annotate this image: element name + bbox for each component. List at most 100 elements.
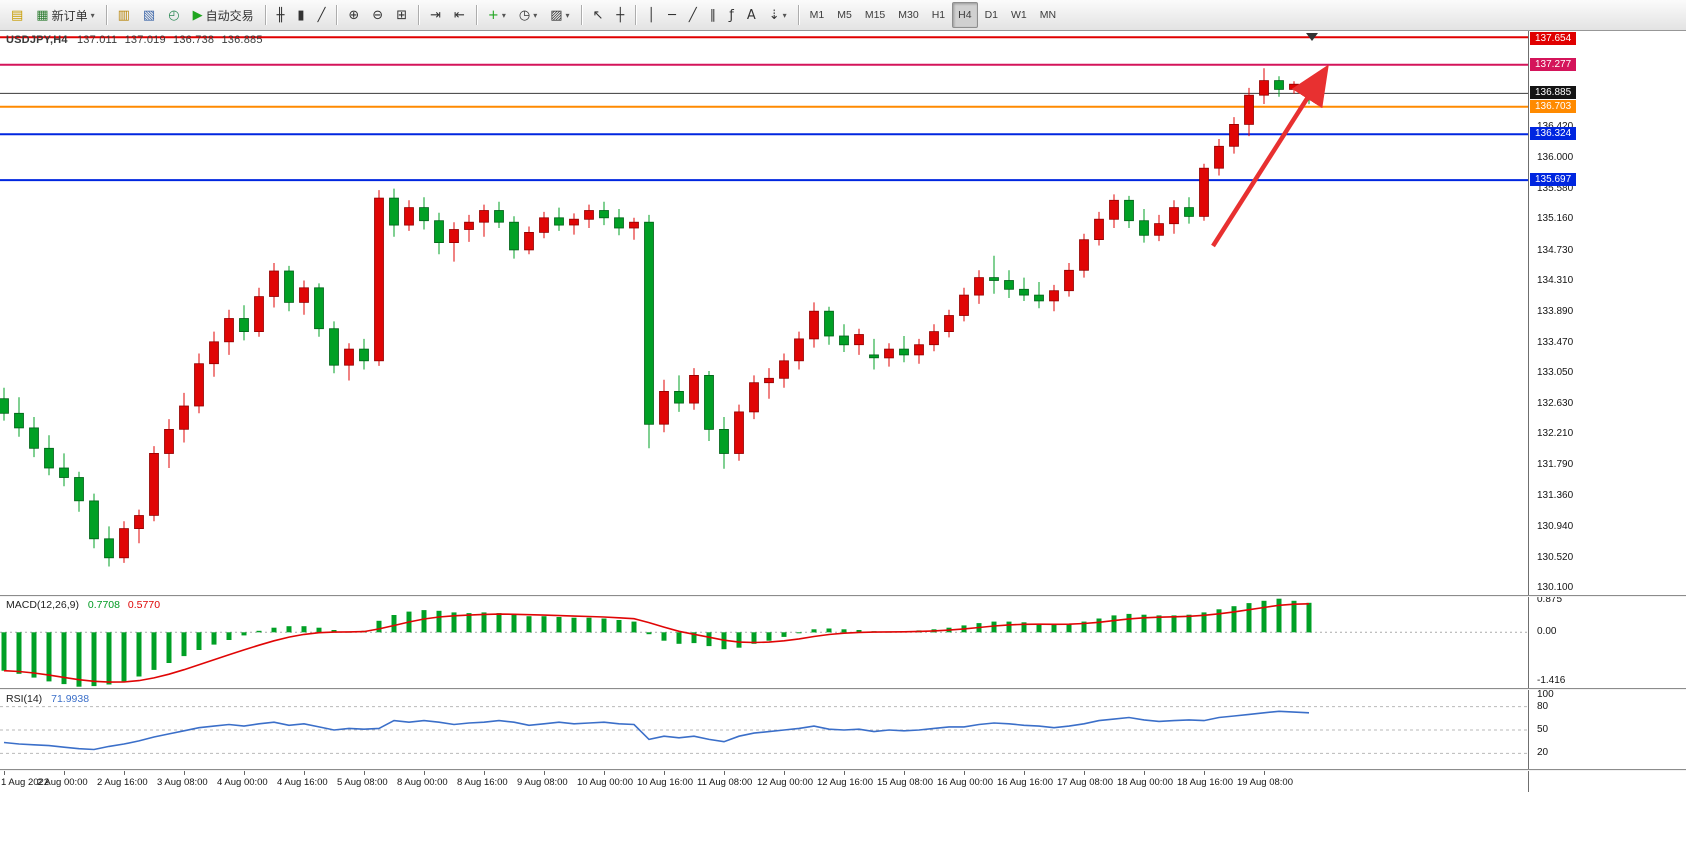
cursor-icon: ↖ xyxy=(592,7,604,23)
candle-body xyxy=(509,221,519,251)
price-axis-label: 131.790 xyxy=(1537,459,1574,471)
rsi-panel-separator[interactable] xyxy=(0,688,1686,689)
price-tag-137.277: 137.277 xyxy=(1530,57,1577,71)
zoom-in-icon: ⊕ xyxy=(348,7,360,23)
candle-body xyxy=(239,318,249,333)
templates-button[interactable]: ▨ ▾ xyxy=(544,2,575,28)
toolbar-separator xyxy=(635,5,637,25)
auto-scroll-button[interactable]: ⇥ xyxy=(424,2,447,28)
fibonacci-button[interactable]: ƒ xyxy=(723,2,740,28)
candle-body xyxy=(1004,280,1014,290)
ohlc-close: 136.885 xyxy=(221,34,263,46)
candle-body xyxy=(164,428,174,454)
bar-chart-button[interactable]: ╫ xyxy=(271,2,291,28)
auto-scroll-icon: ⇥ xyxy=(430,7,442,23)
chevron-down-icon: ▾ xyxy=(533,10,538,20)
macd-panel-separator[interactable] xyxy=(0,595,1686,596)
new-order-button[interactable]: ▦ 新订单 ▾ xyxy=(30,2,100,28)
macd-histogram-bar xyxy=(136,632,142,677)
vertical-line-icon: │ xyxy=(647,7,656,23)
chart-shift-marker[interactable] xyxy=(1306,33,1318,41)
candlestick-icon: ▮ xyxy=(297,7,305,23)
tf-mn-button-label: MN xyxy=(1039,9,1057,21)
candle-body xyxy=(779,360,789,379)
zoom-in-button[interactable]: ⊕ xyxy=(342,2,365,28)
periods-icon: ◷ xyxy=(518,7,531,23)
channel-button[interactable]: ∥ xyxy=(704,2,723,28)
price-tag-135.697: 135.697 xyxy=(1530,173,1577,187)
time-axis[interactable]: 1 Aug 2022 2 Aug 00:00 2 Aug 16:00 3 Aug 08… xyxy=(0,771,1686,797)
indicators-icon: + xyxy=(487,7,499,23)
market-watch-button[interactable]: ▥ xyxy=(112,2,136,28)
time-label: 15 Aug 08:00 xyxy=(877,777,933,788)
macd-histogram-bar xyxy=(16,632,22,674)
vertical-line-button[interactable]: │ xyxy=(641,2,661,28)
tf-mn-button[interactable]: MN xyxy=(1034,2,1062,28)
price-tag-136.324: 136.324 xyxy=(1530,127,1577,141)
macd-histogram-bar xyxy=(646,632,652,635)
toolbar-separator xyxy=(580,5,582,25)
horizontal-line-button[interactable]: ─ xyxy=(662,2,682,28)
candle-body xyxy=(119,528,129,559)
macd-axis-label: 0.00 xyxy=(1537,626,1557,638)
tile-windows-button[interactable]: ⊞ xyxy=(390,2,413,28)
cursor-button[interactable]: ↖ xyxy=(587,2,610,28)
time-label: 8 Aug 16:00 xyxy=(457,777,508,788)
chart-shift-button[interactable]: ⇤ xyxy=(448,2,471,28)
tf-h1-button[interactable]: H1 xyxy=(926,2,951,28)
candle-body xyxy=(194,363,204,407)
time-tick xyxy=(664,771,665,775)
rsi-chart[interactable] xyxy=(0,691,1528,769)
candle-body xyxy=(914,344,924,356)
macd-histogram-bar xyxy=(511,614,517,633)
trendline-button[interactable]: ╱ xyxy=(683,2,703,28)
macd-histogram-bar xyxy=(1306,602,1312,633)
indicators-button[interactable]: + ▾ xyxy=(482,2,512,28)
macd-chart[interactable] xyxy=(0,597,1528,688)
price-axis[interactable]: 136.420 136.000 135.580 135.160 134.730 134.3… xyxy=(1528,31,1686,792)
text-button[interactable]: A xyxy=(741,2,762,28)
new-chart-button[interactable]: ▤ xyxy=(5,2,29,28)
price-axis-label: 131.360 xyxy=(1537,490,1574,502)
macd-histogram-bar xyxy=(706,632,712,647)
tf-m1-button[interactable]: M1 xyxy=(804,2,831,28)
macd-histogram-bar xyxy=(1126,613,1132,633)
zoom-out-button[interactable]: ⊖ xyxy=(366,2,389,28)
chart-title: USDJPY,H4 137.011 137.019 136.738 136.88… xyxy=(6,34,267,46)
macd-histogram-bar xyxy=(436,610,442,633)
tf-d1-button[interactable]: D1 xyxy=(979,2,1004,28)
time-tick xyxy=(364,771,365,775)
candle-body xyxy=(449,229,459,244)
candle-body xyxy=(569,218,579,226)
candlestick-button[interactable]: ▮ xyxy=(291,2,310,28)
auto-trading-button[interactable]: ▶ 自动交易 xyxy=(187,2,260,28)
candle-body xyxy=(749,382,759,413)
arrows-button[interactable]: ⇣ ▾ xyxy=(763,2,793,28)
tf-m15-button[interactable]: M15 xyxy=(859,2,891,28)
trendline-icon: ╱ xyxy=(688,7,697,23)
time-label: 12 Aug 16:00 xyxy=(817,777,873,788)
macd-histogram-bar xyxy=(91,632,97,687)
line-chart-button[interactable]: ╱ xyxy=(312,2,332,28)
macd-histogram-bar xyxy=(1036,623,1042,633)
time-tick xyxy=(64,771,65,775)
candle-body xyxy=(284,270,294,303)
time-tick xyxy=(844,771,845,775)
tf-w1-button[interactable]: W1 xyxy=(1005,2,1033,28)
terminal-button[interactable]: ◴ xyxy=(162,2,185,28)
candle-body xyxy=(299,287,309,303)
candle-body xyxy=(929,331,939,346)
price-chart[interactable] xyxy=(0,31,1528,595)
time-label: 3 Aug 08:00 xyxy=(157,777,208,788)
toolbar-separator xyxy=(418,5,420,25)
macd-histogram-bar xyxy=(31,632,37,678)
periods-button[interactable]: ◷ ▾ xyxy=(513,2,543,28)
toolbar: ▤ ▦ 新订单 ▾ ▥ ▧ ◴ ▶ 自动交易 ╫ ▮ ╱ ⊕ ⊖ ⊞ ⇥ ⇤ + ▾ ◷ ▾ ▨ ▾ ↖ ┼ │ ─ ╱ ∥ ƒ A ⇣ ▾ M1… xyxy=(0,0,1686,31)
tf-m30-button[interactable]: M30 xyxy=(892,2,924,28)
macd-histogram-bar xyxy=(1186,614,1192,633)
tf-h4-button[interactable]: H4 xyxy=(952,2,978,28)
trend-arrow-annotation[interactable] xyxy=(1211,64,1329,248)
crosshair-button[interactable]: ┼ xyxy=(610,2,630,28)
navigator-button[interactable]: ▧ xyxy=(137,2,161,28)
tf-m5-button[interactable]: M5 xyxy=(831,2,858,28)
